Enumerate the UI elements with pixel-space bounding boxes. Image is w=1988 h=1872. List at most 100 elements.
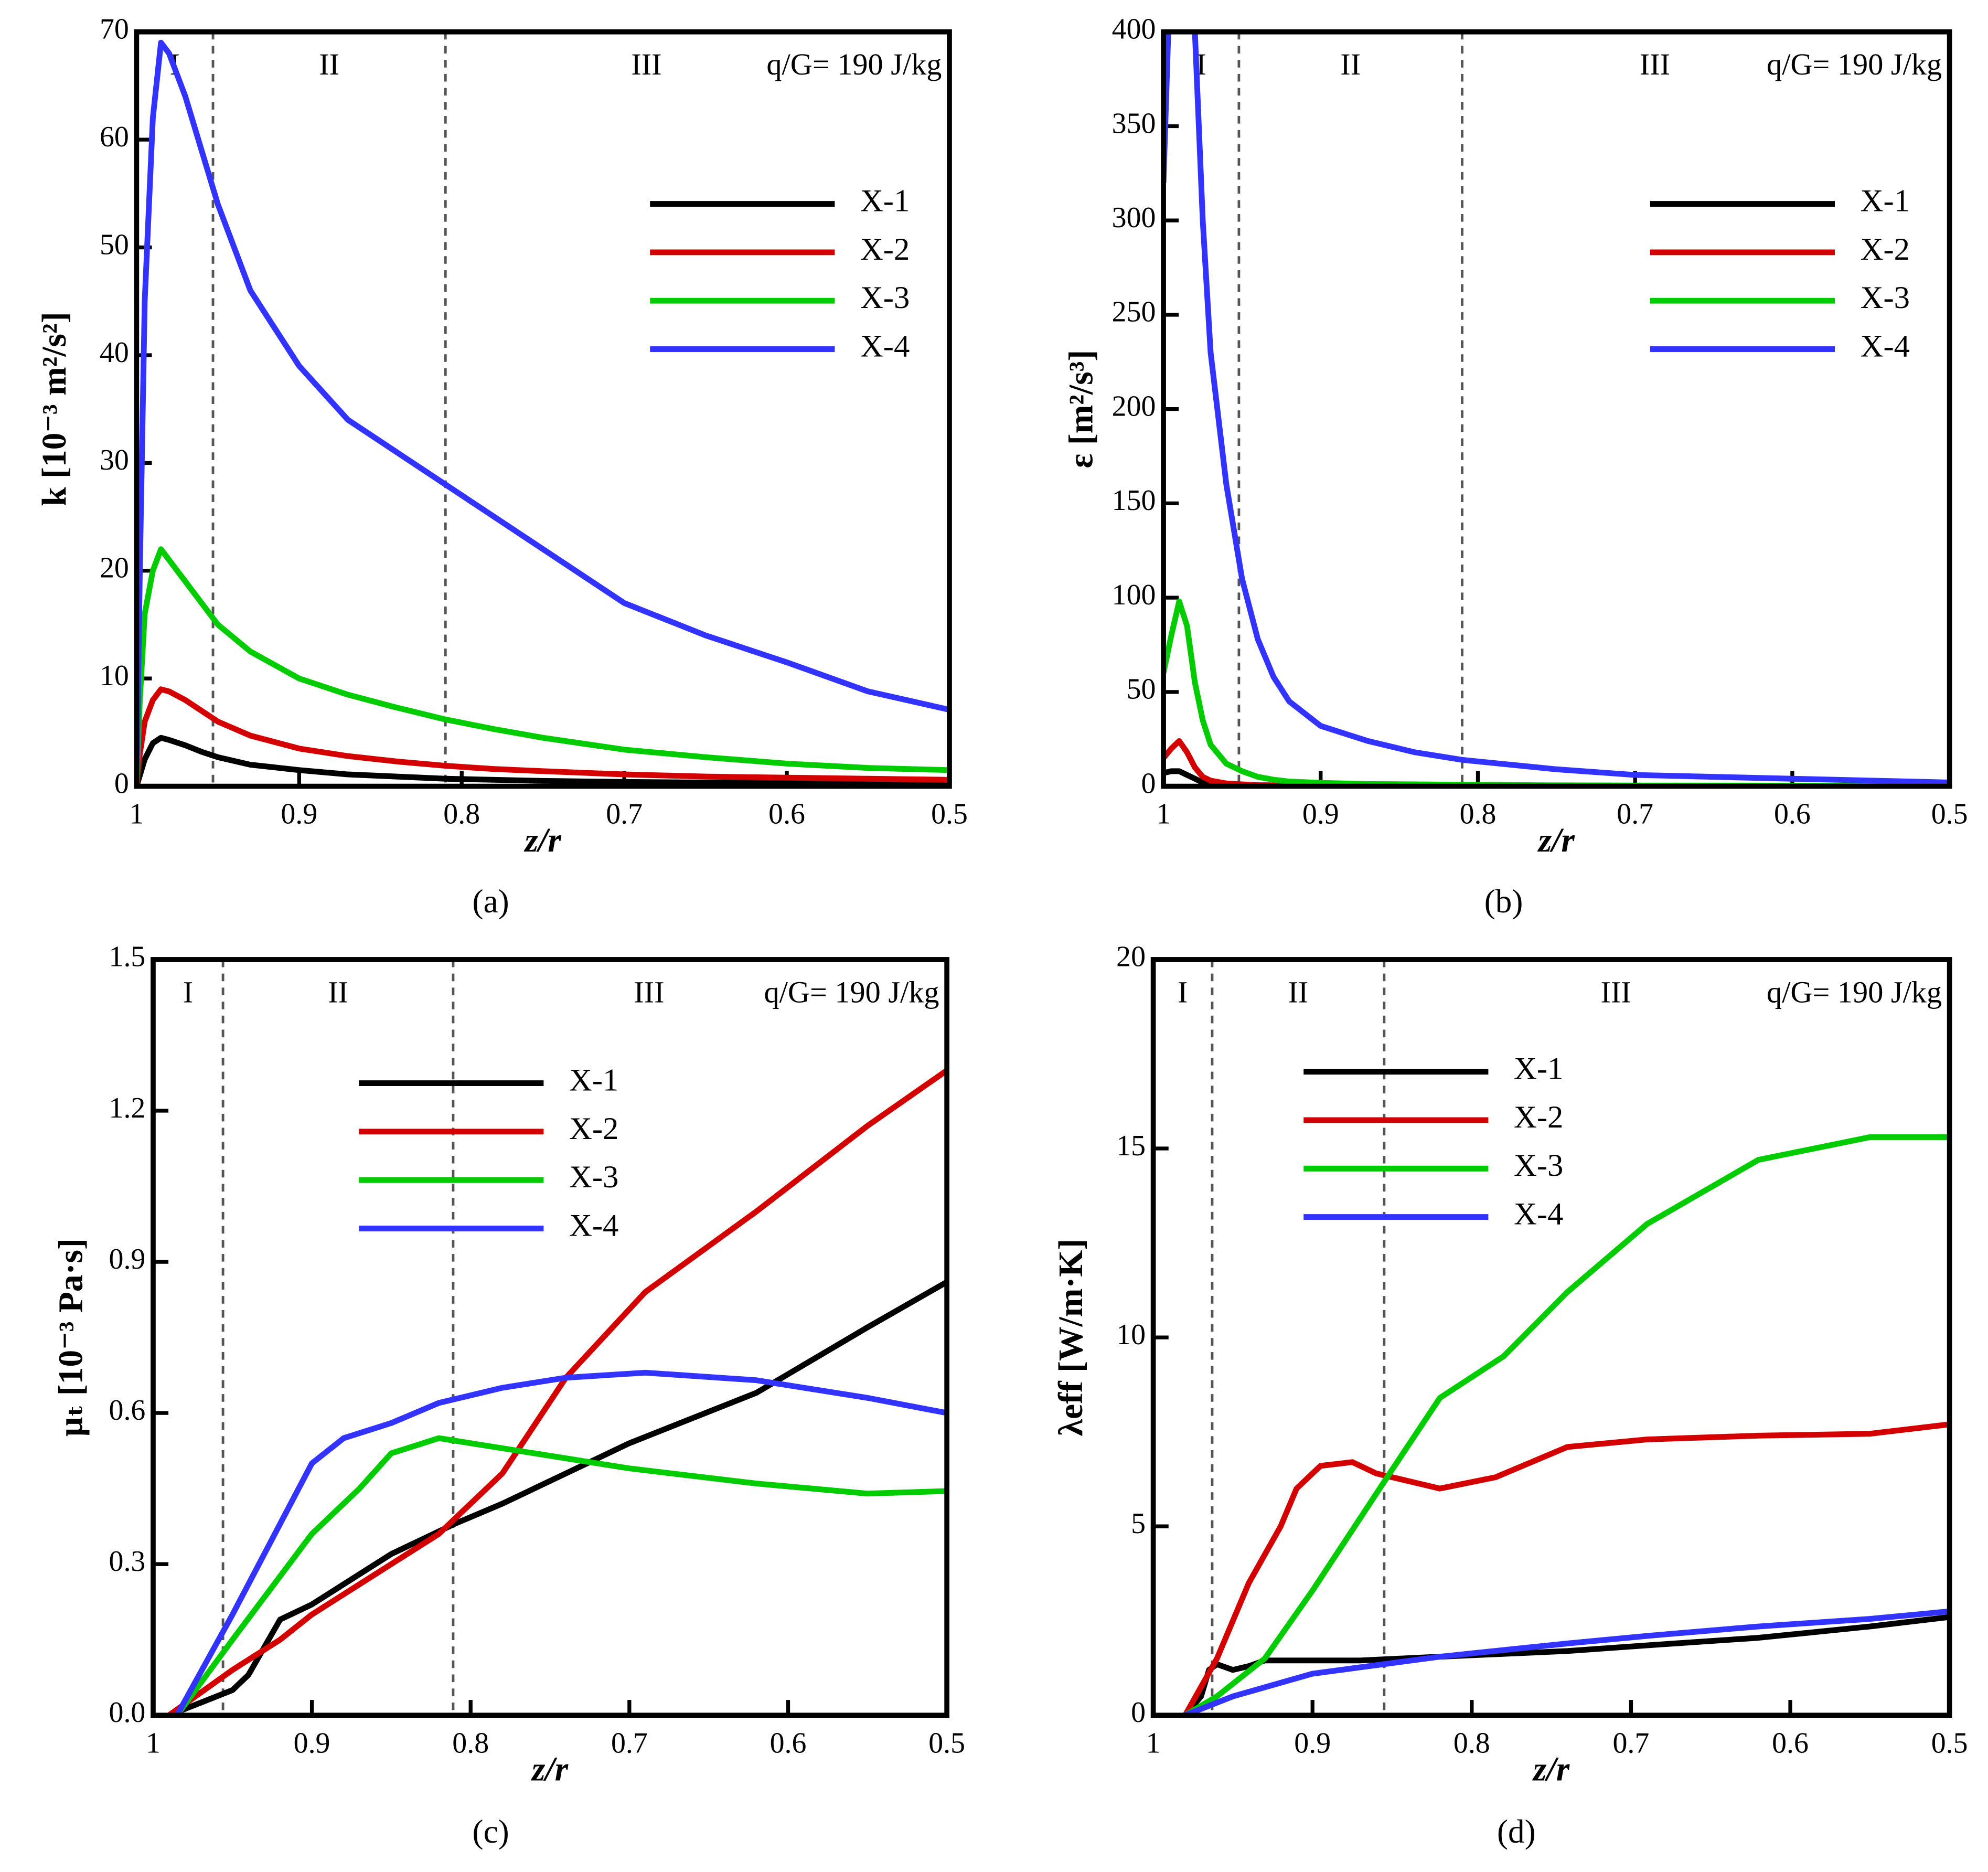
region-label: II — [328, 975, 348, 1009]
annotation: q/G= 190 J/kg — [766, 47, 942, 81]
y-tick-label: 30 — [100, 444, 129, 476]
legend-label: X-1 — [1861, 184, 1910, 219]
y-tick-label: 0 — [1131, 1696, 1146, 1729]
caption: (c) — [473, 1813, 509, 1850]
legend-label: X-3 — [569, 1160, 618, 1195]
x-tick-label: 1 — [1156, 798, 1171, 831]
x-tick-label: 0.9 — [1302, 798, 1339, 831]
y-tick-label: 5 — [1131, 1507, 1146, 1540]
y-tick-label: 20 — [1116, 941, 1146, 973]
x-tick-label: 0.5 — [928, 1727, 965, 1759]
y-tick-label: 20 — [100, 552, 129, 584]
x-tick-label: 0.8 — [452, 1727, 489, 1759]
region-label: III — [1640, 47, 1670, 81]
y-tick-label: 100 — [1112, 579, 1156, 611]
y-tick-label: 10 — [1116, 1318, 1146, 1351]
region-label: II — [1340, 47, 1361, 81]
legend-label: X-2 — [1514, 1100, 1563, 1135]
x-tick-label: 1 — [146, 1727, 161, 1759]
region-label: III — [631, 47, 661, 81]
x-tick-label: 1 — [129, 798, 144, 831]
x-axis-label: z/r — [531, 1751, 569, 1789]
y-tick-label: 15 — [1116, 1130, 1146, 1162]
x-axis-label: z/r — [524, 822, 562, 859]
region-label: II — [319, 47, 339, 81]
x-tick-label: 0.6 — [1772, 1727, 1809, 1759]
y-tick-label: 0.9 — [109, 1243, 146, 1275]
y-tick-label: 0.0 — [109, 1696, 146, 1729]
y-tick-label: 0 — [1141, 767, 1156, 800]
x-tick-label: 0.8 — [1460, 798, 1497, 831]
x-tick-label: 0.5 — [931, 798, 968, 831]
x-axis-label: z/r — [1532, 1751, 1570, 1789]
y-tick-label: 60 — [100, 121, 129, 153]
x-tick-label: 0.6 — [768, 798, 805, 831]
y-tick-label: 0.3 — [109, 1545, 146, 1578]
region-label: I — [1178, 975, 1188, 1009]
region-label: II — [1288, 975, 1308, 1009]
panel: 1 0.9 0.8 0.7 0.6 0.50.00.30.60.91.21.5I II III… — [52, 941, 965, 1850]
x-tick-label: 0.9 — [281, 798, 317, 831]
annotation: q/G= 190 J/kg — [764, 975, 939, 1009]
x-tick-label: 1 — [1146, 1727, 1161, 1759]
y-tick-label: 40 — [100, 336, 129, 369]
x-tick-label: 0.6 — [1774, 798, 1811, 831]
legend-label: X-4 — [569, 1208, 618, 1243]
series-line — [174, 1435, 947, 1716]
x-tick-label: 0.9 — [294, 1727, 330, 1759]
y-tick-label: 0.6 — [109, 1394, 146, 1427]
legend-label: X-3 — [860, 280, 910, 315]
legend-label: X-1 — [1514, 1051, 1563, 1087]
y-tick-label: 400 — [1112, 13, 1156, 46]
panel: 1 0.9 0.8 0.7 0.6 0.5 0 50 100 150 200 250 300 350 400… — [1062, 13, 1968, 920]
y-axis-label: λeff [W/m·K] — [1052, 1239, 1090, 1436]
legend-label: X-3 — [1861, 280, 1910, 315]
y-tick-label: 250 — [1112, 296, 1156, 328]
series-line — [174, 1369, 947, 1716]
y-tick-label: 10 — [100, 660, 129, 692]
y-tick-label: 0 — [114, 767, 129, 800]
plot-frame — [1161, 29, 1952, 789]
x-tick-label: 0.6 — [770, 1727, 807, 1759]
plot-frame — [1150, 957, 1952, 1718]
legend-label: X-1 — [860, 184, 910, 219]
x-tick-label: 0.7 — [1613, 1727, 1650, 1759]
x-tick-label: 0.9 — [1294, 1727, 1331, 1759]
y-tick-label: 1.2 — [109, 1092, 146, 1124]
legend-label: X-4 — [1514, 1197, 1563, 1232]
legend-label: X-1 — [569, 1062, 618, 1098]
y-axis-label: μₜ [10⁻³ Pa·s] — [52, 1238, 90, 1437]
y-tick-label: 70 — [100, 13, 129, 46]
legend-label: X-3 — [1514, 1148, 1563, 1183]
y-tick-label: 50 — [1127, 673, 1156, 706]
annotation: q/G= 190 J/kg — [1767, 975, 1942, 1009]
plot-frame — [151, 957, 949, 1718]
series-line — [1183, 1134, 1950, 1716]
y-tick-label: 300 — [1112, 201, 1156, 234]
plot-frame — [134, 29, 952, 789]
y-tick-label: 50 — [100, 228, 129, 261]
series-line — [136, 686, 949, 786]
series-line — [1163, 31, 1950, 785]
region-label: III — [1600, 975, 1631, 1009]
x-tick-label: 0.7 — [606, 798, 643, 831]
annotation: q/G= 190 J/kg — [1767, 47, 1942, 81]
region-label: I — [183, 975, 193, 1009]
caption: (b) — [1484, 883, 1523, 920]
series-line — [1184, 1608, 1950, 1716]
y-tick-label: 200 — [1112, 390, 1156, 422]
y-axis-label: k [10⁻³ m²/s²] — [36, 312, 73, 506]
x-tick-label: 0.5 — [1931, 1727, 1968, 1759]
legend-label: X-2 — [860, 232, 910, 267]
region-label: III — [634, 975, 664, 1009]
series-line — [136, 735, 949, 786]
series-line — [136, 546, 949, 786]
series-line — [167, 1068, 947, 1716]
y-axis-label: ε [m²/s³] — [1062, 350, 1100, 469]
x-tick-label: 0.8 — [1453, 1727, 1490, 1759]
series-line — [1182, 1421, 1950, 1716]
x-tick-label: 0.8 — [443, 798, 480, 831]
